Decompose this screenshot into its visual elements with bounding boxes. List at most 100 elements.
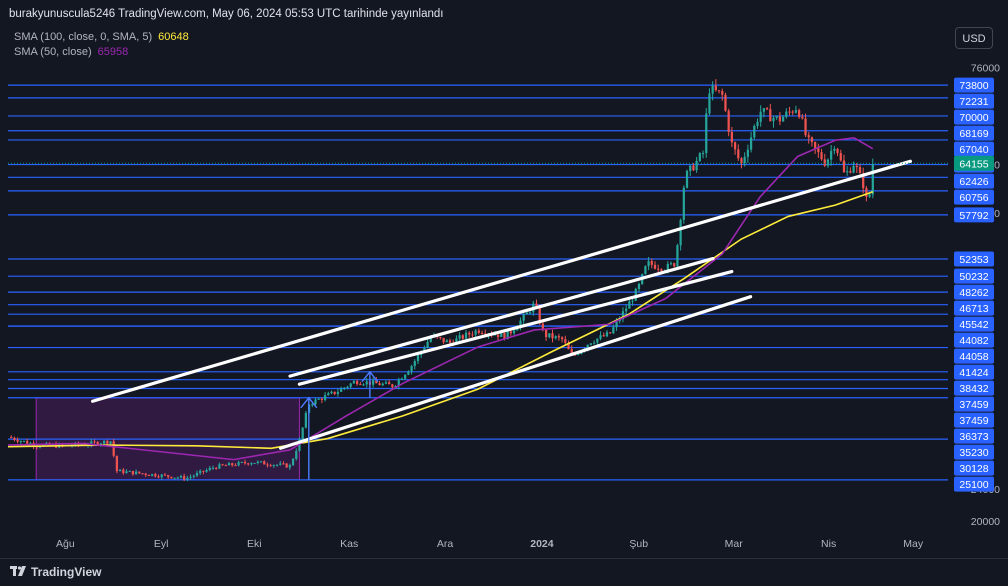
candle-up-body (846, 171, 849, 173)
candle-down-body (551, 333, 554, 339)
candle-up-body (833, 148, 836, 151)
currency-button[interactable]: USD (955, 27, 993, 49)
channel-line (297, 269, 734, 386)
legend-sma100[interactable]: SMA (100, close, 0, SMA, 5) 60648 (14, 31, 189, 43)
level-price-tag (954, 476, 994, 492)
candle-down-body (791, 111, 794, 113)
candle-down-body (801, 116, 804, 119)
candle-down-body (817, 148, 820, 153)
level-price-label: 50232 (959, 271, 988, 283)
level-price-tag (954, 380, 994, 396)
candle-down-body (163, 474, 167, 476)
candle-down-body (471, 334, 474, 336)
candle-up-body (298, 439, 301, 451)
time-tick-label: Kas (340, 538, 358, 550)
candle-down-body (144, 473, 147, 475)
candle-down-body (788, 111, 791, 113)
candle-down-body (282, 463, 285, 465)
candle-up-body (256, 461, 259, 464)
legend-sma50[interactable]: SMA (50, close) 65958 (14, 46, 128, 58)
candle-up-body (208, 467, 211, 470)
candle-up-body (275, 464, 279, 466)
level-price-label: 30128 (959, 463, 988, 475)
level-price-label: 73800 (959, 80, 988, 92)
candle-up-body (705, 113, 708, 154)
candle-up-body (336, 391, 340, 394)
candle-up-body (586, 344, 589, 349)
candle-down-body (541, 323, 545, 330)
candle-down-body (215, 467, 218, 469)
channels-layer (90, 159, 913, 480)
level-price-label: 37459 (959, 415, 988, 427)
candle-up-body (253, 463, 256, 465)
time-tick-label: Ağu (56, 538, 75, 550)
level-price-tag (954, 284, 994, 300)
candle-down-body (13, 437, 16, 440)
candle-up-body (746, 149, 750, 157)
candle-down-body (717, 90, 721, 92)
level-price-label: 52353 (959, 254, 988, 266)
candle-up-body (775, 116, 778, 118)
level-price-tag (954, 412, 994, 428)
candle-up-body (695, 160, 698, 171)
candle-down-body (448, 340, 452, 343)
level-price-tag (954, 141, 994, 157)
candle-down-body (509, 331, 512, 334)
candle-up-body (455, 338, 458, 345)
candle-up-body (404, 374, 407, 379)
candle-down-body (147, 474, 151, 476)
sma-layer (7, 136, 874, 461)
candle-down-body (115, 455, 119, 472)
candle-down-body (804, 118, 807, 136)
candle-up-body (189, 476, 192, 478)
level-price-tag (954, 93, 994, 109)
candle-down-body (557, 336, 561, 338)
candle-down-body (855, 165, 858, 168)
candle-up-body (311, 404, 314, 406)
candle-up-body (548, 333, 551, 338)
candle-down-body (167, 475, 170, 477)
candle-down-body (692, 165, 695, 171)
arrow-head (300, 396, 318, 409)
candle-up-body (682, 187, 685, 220)
candle-up-body (330, 391, 333, 394)
level-price-tag (954, 251, 994, 267)
candle-up-body (346, 386, 349, 388)
time-axis: Ağu Eyl Eki Kas Ara 2024 Şub Mar Nis May (56, 538, 924, 550)
candle-up-body (423, 347, 426, 352)
candle-up-body (868, 194, 871, 197)
candle-up-body (577, 353, 580, 355)
time-tick-label: Ara (437, 538, 454, 550)
level-price-tag (954, 332, 994, 348)
candle-up-body (317, 398, 320, 400)
candle-up-body (349, 383, 352, 387)
candle-down-body (266, 464, 269, 466)
candle-down-body (496, 334, 500, 337)
candle-down-body (285, 463, 288, 468)
candle-up-body (679, 219, 682, 246)
candle-up-body (711, 85, 714, 94)
candle-up-body (314, 399, 317, 405)
candle-up-body (676, 245, 679, 267)
sma50-line (7, 136, 874, 461)
candle-up-body (871, 164, 874, 195)
candle-down-body (224, 465, 227, 467)
candle-up-body (593, 342, 596, 344)
candle-up-body (772, 117, 775, 122)
candle-up-body (240, 462, 243, 464)
candle-up-body (528, 312, 532, 314)
time-tick-label: 2024 (530, 538, 554, 550)
candle-down-body (602, 335, 605, 337)
candle-up-body (698, 153, 701, 161)
tradingview-logo[interactable]: TradingView (10, 565, 101, 579)
footer: TradingView (0, 558, 1008, 586)
candle-up-body (644, 266, 647, 275)
candle-up-body (762, 108, 766, 112)
candle-down-body (657, 268, 660, 270)
candle-down-body (154, 474, 157, 477)
channel-line (288, 256, 715, 378)
candle-down-body (823, 159, 826, 166)
candle-down-body (263, 461, 266, 465)
candle-up-body (218, 464, 221, 469)
